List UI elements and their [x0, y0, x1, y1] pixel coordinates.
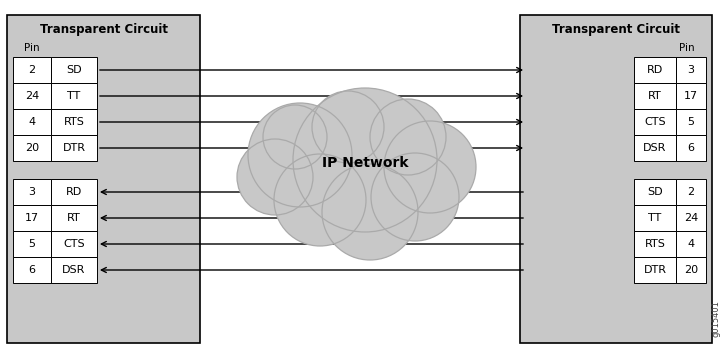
Bar: [51, 179, 97, 205]
Bar: [634, 83, 676, 109]
Bar: [13, 205, 51, 231]
Circle shape: [263, 105, 327, 169]
Bar: [520, 15, 712, 343]
Bar: [676, 135, 706, 161]
Circle shape: [274, 154, 366, 246]
Text: 3: 3: [28, 187, 35, 197]
Text: TT: TT: [649, 213, 662, 223]
Bar: [634, 257, 676, 283]
Bar: [634, 135, 676, 161]
Bar: [7, 15, 200, 343]
Bar: [51, 135, 97, 161]
Circle shape: [312, 91, 384, 163]
Bar: [676, 83, 706, 109]
Text: TT: TT: [67, 91, 81, 101]
Bar: [51, 109, 97, 135]
Text: Pin: Pin: [679, 43, 695, 53]
Text: 4: 4: [688, 239, 695, 249]
Bar: [13, 135, 51, 161]
Text: g015401: g015401: [711, 300, 721, 337]
Text: 6: 6: [688, 143, 695, 153]
Text: DTR: DTR: [643, 265, 667, 275]
Text: RD: RD: [66, 187, 82, 197]
Bar: [13, 83, 51, 109]
Bar: [51, 257, 97, 283]
Circle shape: [322, 164, 418, 260]
Bar: [676, 257, 706, 283]
Text: 5: 5: [28, 239, 35, 249]
Circle shape: [370, 99, 446, 175]
Bar: [634, 57, 676, 83]
Text: Transparent Circuit: Transparent Circuit: [40, 23, 168, 36]
Text: 24: 24: [684, 213, 698, 223]
Text: 5: 5: [688, 117, 695, 127]
Text: 6: 6: [28, 265, 35, 275]
Bar: [676, 109, 706, 135]
Bar: [51, 83, 97, 109]
Text: SD: SD: [647, 187, 663, 197]
Circle shape: [248, 103, 352, 207]
Circle shape: [237, 139, 313, 215]
Bar: [13, 257, 51, 283]
Bar: [51, 57, 97, 83]
Text: DSR: DSR: [643, 143, 667, 153]
Bar: [676, 205, 706, 231]
Text: Pin: Pin: [24, 43, 40, 53]
Text: 2: 2: [688, 187, 695, 197]
Text: DSR: DSR: [62, 265, 86, 275]
Text: RT: RT: [648, 91, 662, 101]
Bar: [13, 109, 51, 135]
Text: 3: 3: [688, 65, 695, 75]
Text: RTS: RTS: [645, 239, 665, 249]
Bar: [634, 109, 676, 135]
Text: Transparent Circuit: Transparent Circuit: [552, 23, 680, 36]
Text: 4: 4: [28, 117, 35, 127]
Text: CTS: CTS: [644, 117, 666, 127]
Bar: [13, 57, 51, 83]
Bar: [634, 231, 676, 257]
Bar: [51, 231, 97, 257]
Bar: [676, 57, 706, 83]
Text: 20: 20: [25, 143, 39, 153]
Bar: [676, 231, 706, 257]
Circle shape: [371, 153, 459, 241]
Text: 2: 2: [28, 65, 35, 75]
Text: DTR: DTR: [62, 143, 85, 153]
Bar: [13, 231, 51, 257]
Bar: [634, 179, 676, 205]
Circle shape: [293, 88, 437, 232]
Bar: [51, 205, 97, 231]
Bar: [676, 179, 706, 205]
Bar: [634, 205, 676, 231]
Text: SD: SD: [67, 65, 82, 75]
Text: 17: 17: [25, 213, 39, 223]
Text: 24: 24: [25, 91, 39, 101]
Circle shape: [384, 121, 476, 213]
Text: RD: RD: [647, 65, 663, 75]
Bar: [13, 179, 51, 205]
Text: 17: 17: [684, 91, 698, 101]
Text: RT: RT: [67, 213, 81, 223]
Text: IP Network: IP Network: [322, 156, 408, 170]
Text: 20: 20: [684, 265, 698, 275]
Text: CTS: CTS: [63, 239, 85, 249]
Text: RTS: RTS: [64, 117, 85, 127]
